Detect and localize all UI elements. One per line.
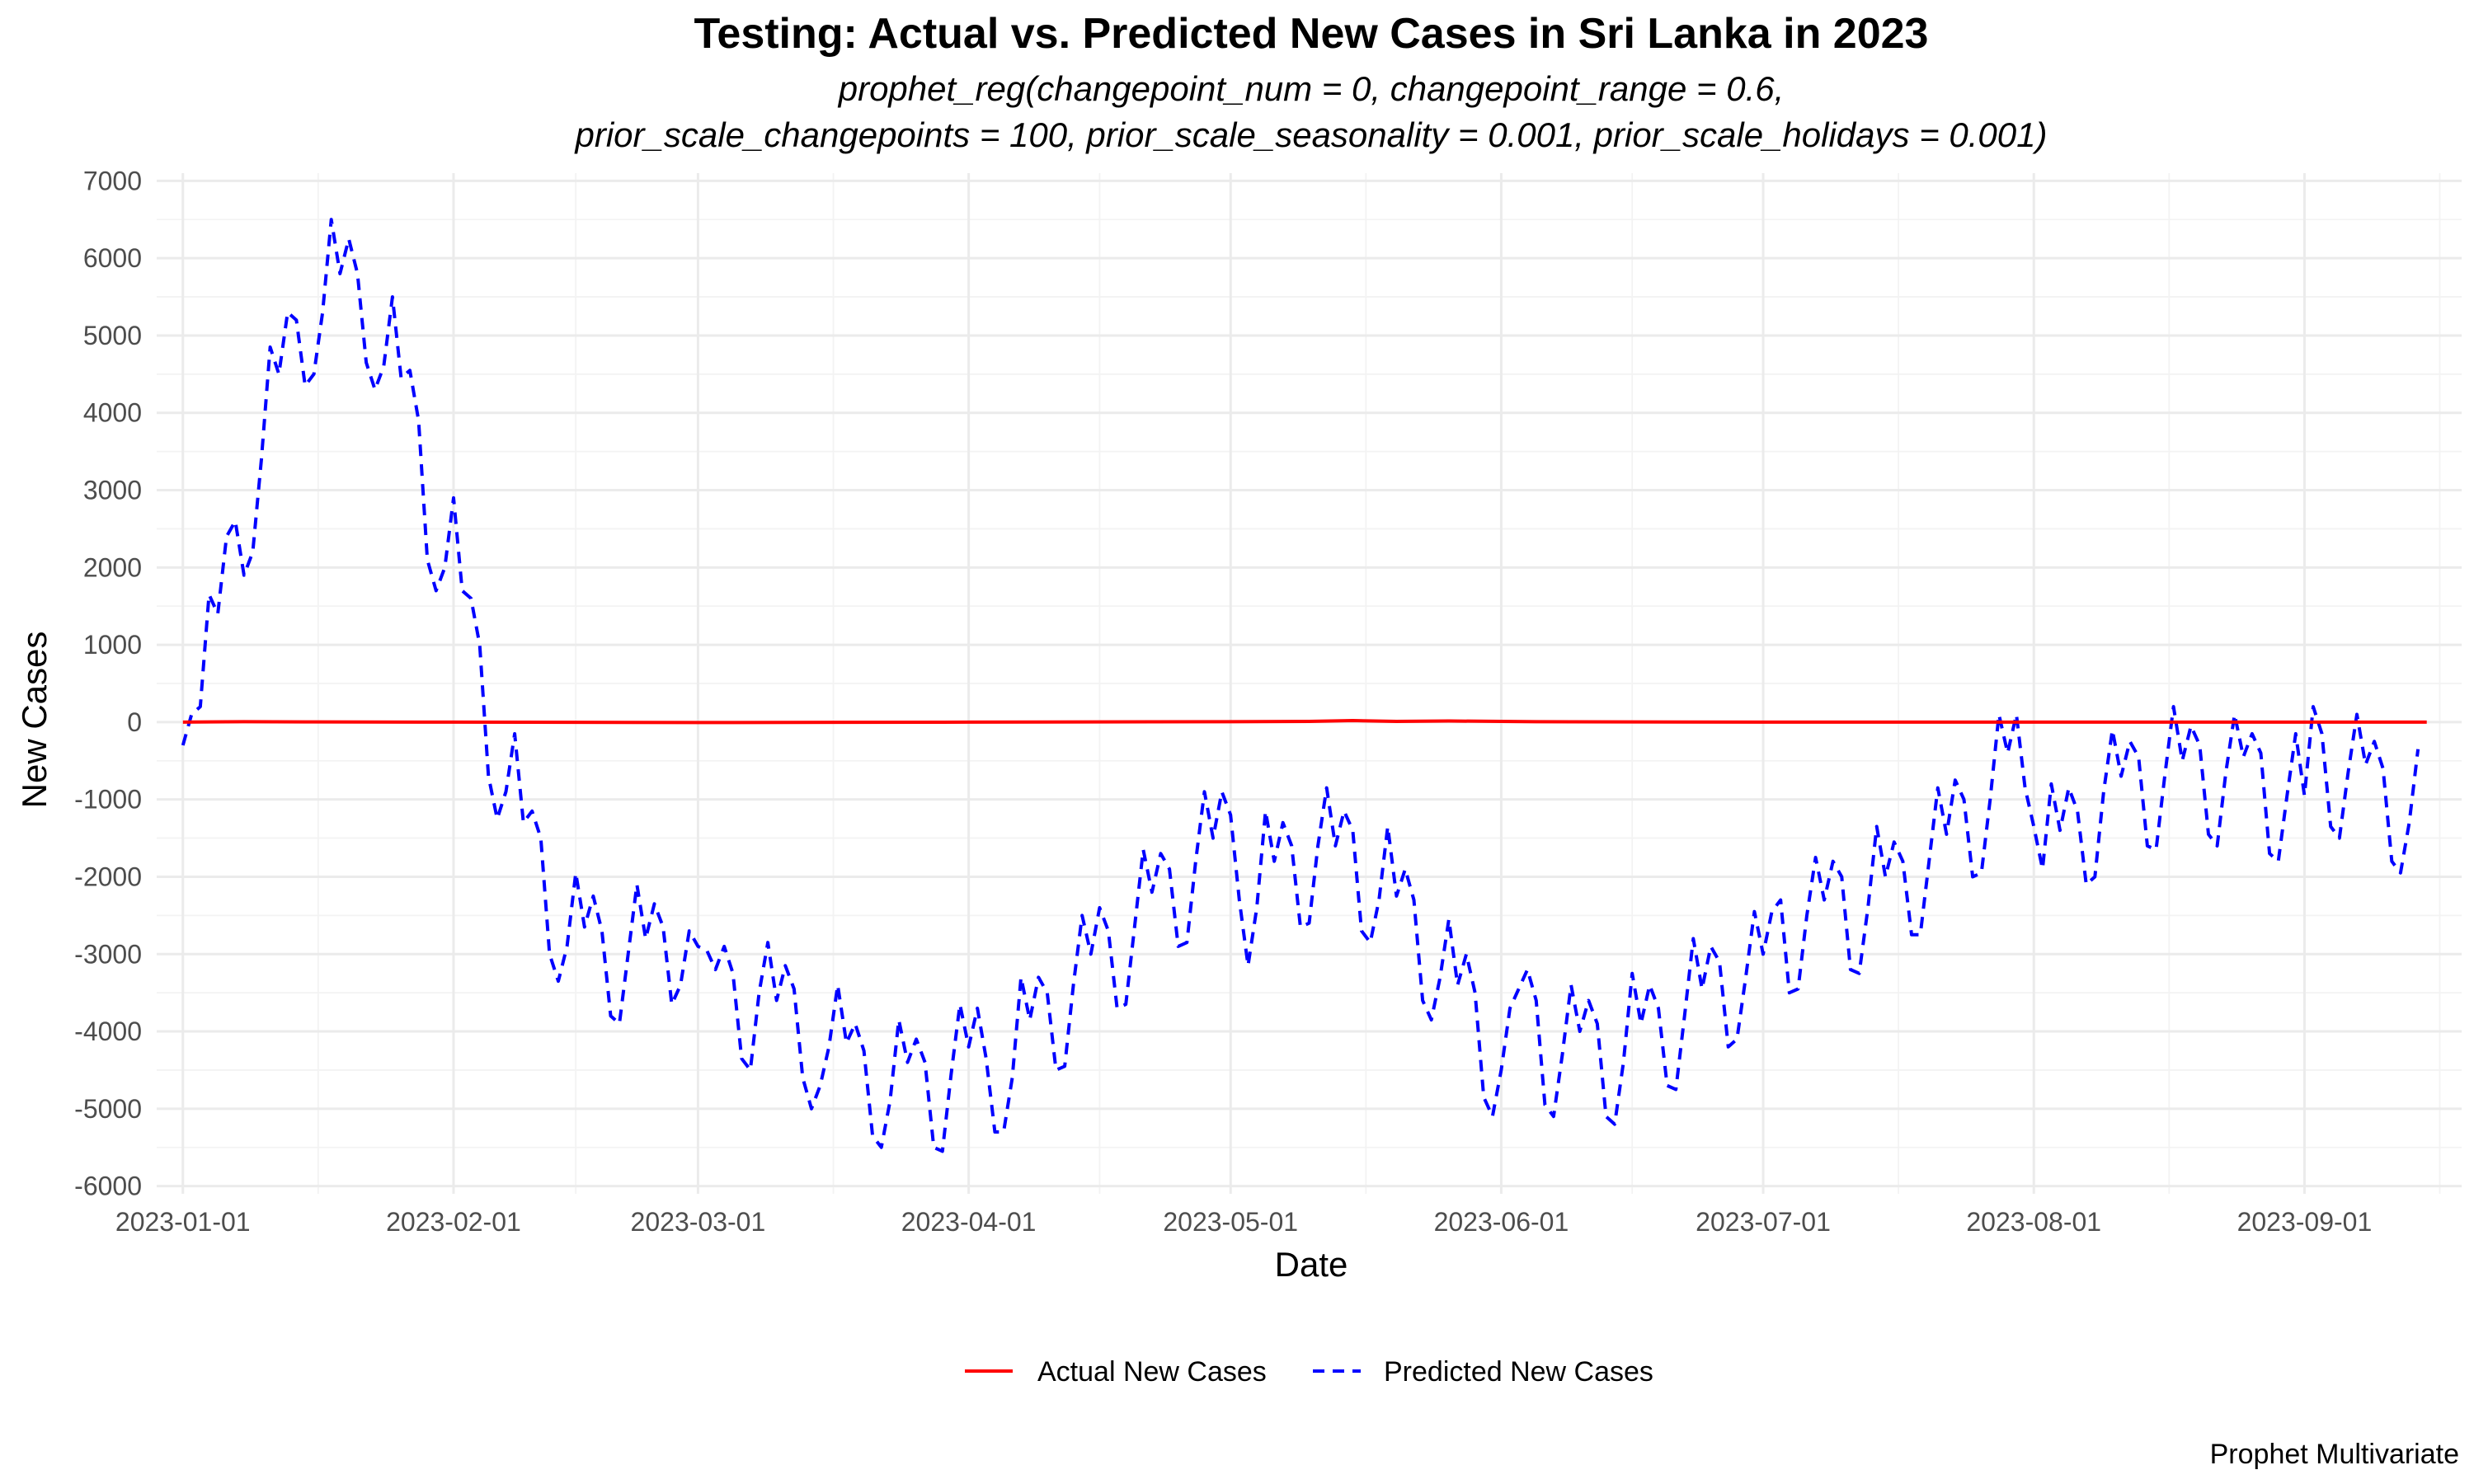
y-tick-label: -6000	[74, 1172, 142, 1201]
y-tick-label: 5000	[83, 321, 142, 350]
minor-gridlines	[157, 173, 2462, 1194]
x-tick-label: 2023-03-01	[631, 1207, 766, 1237]
x-tick-label: 2023-01-01	[115, 1207, 251, 1237]
y-tick-label: -2000	[74, 862, 142, 891]
y-tick-label: 2000	[83, 552, 142, 582]
y-tick-label: 0	[127, 707, 142, 737]
predicted-new-cases-line	[181, 218, 2420, 1153]
y-axis-title: New Cases	[15, 632, 54, 809]
y-axis-ticks: 7000 6000 5000 4000 3000 2000 1000 0 -1000 -2000 -…	[74, 166, 142, 1200]
legend-label-predicted: Predicted New Cases	[1384, 1356, 1653, 1388]
x-tick-label: 2023-05-01	[1163, 1207, 1298, 1237]
y-tick-label: 6000	[83, 243, 142, 273]
x-tick-label: 2023-08-01	[1966, 1207, 2101, 1237]
chart-caption: Prophet Multivariate	[2210, 1439, 2459, 1470]
legend-label-actual: Actual New Cases	[1037, 1356, 1267, 1388]
series-layer	[181, 218, 2427, 1153]
y-tick-label: -4000	[74, 1017, 142, 1046]
y-tick-label: -1000	[74, 785, 142, 815]
actual-new-cases-line	[182, 719, 2427, 725]
y-tick-label: -3000	[74, 939, 142, 969]
y-tick-label: 4000	[83, 398, 142, 428]
x-tick-label: 2023-02-01	[386, 1207, 521, 1237]
y-tick-label: 7000	[83, 166, 142, 195]
x-axis-ticks: 2023-01-01 2023-02-01 2023-03-01 2023-04-01…	[115, 1207, 2372, 1237]
legend: Actual New Cases Predicted New Cases	[965, 1356, 1653, 1388]
x-axis-title: Date	[1275, 1245, 1348, 1284]
y-tick-label: -5000	[74, 1094, 142, 1124]
chart-subtitle-line-1: prophet_reg(changepoint_num = 0, changep…	[837, 69, 1785, 108]
x-tick-label: 2023-09-01	[2237, 1207, 2373, 1237]
x-tick-label: 2023-06-01	[1434, 1207, 1569, 1237]
chart-subtitle-line-2: prior_scale_changepoints = 100, prior_sc…	[574, 115, 2048, 154]
major-gridlines	[157, 173, 2462, 1194]
x-tick-label: 2023-04-01	[901, 1207, 1037, 1237]
x-tick-label: 2023-07-01	[1696, 1207, 1831, 1237]
chart-title: Testing: Actual vs. Predicted New Cases …	[694, 10, 1929, 58]
y-tick-label: 1000	[83, 630, 142, 660]
y-tick-label: 3000	[83, 476, 142, 505]
